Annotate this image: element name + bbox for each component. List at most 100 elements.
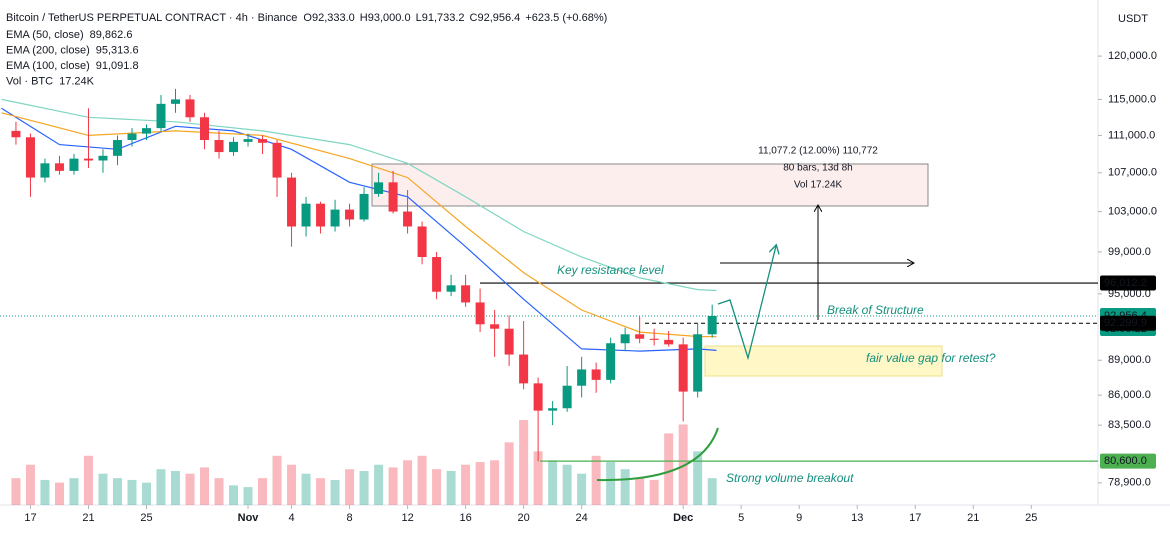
candle-body [330,209,340,227]
volume-bar [83,455,93,505]
x-tick-label: 24 [576,512,588,524]
candle-body [98,155,108,161]
quote-value: 92,956.4 [477,12,520,24]
measure-text: 11,077.2 (12.00%) 110,772 [758,146,878,157]
resistance-note: Key resistance level [557,263,664,277]
legend-value: 95,313.6 [96,44,139,56]
candle-body [635,334,645,339]
candle-body [25,137,35,178]
legend-name: EMA (50, close) [6,29,84,41]
volume-bar [548,460,558,505]
volume-bar [287,464,297,505]
candle-body [272,142,282,178]
candle-body [200,117,210,141]
candle-body [243,139,253,142]
volume-bar [330,479,340,505]
volume-bar [678,424,688,505]
quote-key: O [303,12,312,24]
legend-value: 17.24K [59,75,95,87]
x-tick-label: 16 [459,512,471,524]
volume-bar [388,467,398,505]
volume-bar [229,485,239,505]
quote-key: H [360,12,368,24]
candle-body [519,354,529,384]
volume-bar [214,478,224,505]
candle-body [417,226,427,258]
volume-bar [243,487,253,505]
y-tick-label: 120,000.0 [1108,50,1157,62]
candles-layer [11,88,717,462]
volume-bar [345,469,355,505]
volume-bar [200,467,210,505]
candle-body [316,203,326,227]
volume-bar [562,464,572,505]
volume-bar [40,479,50,505]
volume-bar [519,420,529,505]
candle-body [345,209,355,220]
volume-bar [316,478,326,505]
quote-value: 92,333.0 [312,12,355,24]
candle-body [664,339,674,345]
candle-body [461,285,471,303]
volume-bar [359,471,369,505]
candle-body [606,343,616,380]
volume-layer [11,420,717,505]
x-tick-label: Nov [238,512,260,524]
legend-value: 89,862.6 [90,29,133,41]
bos-note: Break of Structure [827,303,924,317]
volume-bar [490,460,500,505]
y-tick-label: 83,500.0 [1108,419,1151,431]
fvg-note: fair value gap for retest? [866,351,996,365]
volume-bar [301,473,311,505]
candle-body [83,158,93,161]
legend-name: Vol · BTC [6,75,53,87]
x-tick-label: 21 [82,512,94,524]
candle-body [54,163,64,171]
measure-text: 80 bars, 13d 8h [783,163,853,174]
legend: Bitcoin / TetherUS PERPETUAL CONTRACT · … [6,12,607,88]
candle-body [141,128,151,134]
volume-bar [25,464,35,505]
y-tick-label: 86,000.0 [1108,389,1151,401]
volume-bar [475,462,485,505]
volume-bar [156,469,166,505]
volume-curve [596,427,719,482]
volume-bar [649,479,659,505]
x-tick-label: 17 [909,512,921,524]
x-tick-label: 25 [140,512,152,524]
y-tick-label: 107,000.0 [1108,167,1157,179]
candle-body [156,103,166,129]
y-tick-label: 103,000.0 [1108,205,1157,217]
candle-body [678,344,688,392]
volume-bar [258,478,268,505]
candle-body [359,193,369,220]
volume-bar [664,433,674,505]
candle-body [693,334,703,392]
x-tick-label: 9 [796,512,802,524]
quote-key: L [416,12,422,24]
candle-body [707,315,717,335]
y-tick-label: 78,900.0 [1108,477,1151,489]
y-tick-label: 89,000.0 [1108,354,1151,366]
volume-bar [69,478,79,505]
candle-body [185,99,195,118]
candle-body [403,211,413,227]
fvg-zone [704,345,943,377]
currency: USDT [1118,13,1148,25]
volume-bar [620,469,630,505]
volume-bar [171,471,181,505]
volume-bar [707,478,717,505]
candle-body [475,302,485,325]
x-tick-label: 8 [346,512,352,524]
volume-bar [446,471,456,505]
price-tag [1100,453,1156,469]
volume-bar [141,482,151,505]
quote-value: 93,000.0 [368,12,411,24]
x-tick-label: 13 [851,512,863,524]
volume-bar [98,473,108,505]
y-tick-label: 115,000.0 [1108,93,1156,105]
price-tag-label: 92,299.9 [1104,317,1147,329]
volume-bar [591,455,601,505]
